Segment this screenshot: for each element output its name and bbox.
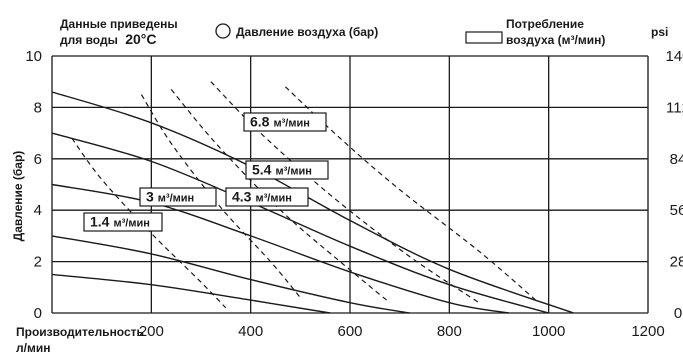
y-axis-label: Давление (бар) bbox=[11, 151, 25, 242]
x-axis-label-line-2: л/мин bbox=[16, 341, 50, 355]
consumption-label-box bbox=[225, 187, 309, 207]
x-axis-label-line-1: Производительность bbox=[16, 325, 144, 339]
consumption-legend-label-1: Потребление bbox=[506, 17, 584, 31]
consumption-curve bbox=[140, 94, 301, 298]
psi-tick-label: 140 bbox=[665, 48, 683, 65]
y-tick-label: 2 bbox=[34, 254, 42, 271]
tick-layer: 0 2 4 6 8 10 0 28 56 84 112 140 200 400 600 800 1000 1200 bbox=[25, 48, 683, 340]
pressure-curve bbox=[51, 132, 549, 314]
x-tick-label: 600 bbox=[337, 323, 362, 340]
consumption-label-box bbox=[83, 212, 163, 232]
consumption-label: 6.8 м³/мин bbox=[250, 114, 310, 130]
note-line-2: для воды 20°C bbox=[60, 31, 156, 47]
psi-tick-label: 56 bbox=[670, 202, 683, 219]
consumption-legend-label-2: воздуха (м³/мин) bbox=[506, 33, 605, 47]
y-tick-label: 0 bbox=[34, 305, 42, 322]
consumption-legend-icon bbox=[465, 31, 503, 44]
y-tick-label: 10 bbox=[25, 48, 42, 65]
pressure-legend-label: Давление воздуха (бар) bbox=[236, 25, 378, 39]
note-line-2-prefix: для воды bbox=[60, 33, 118, 47]
consumption-label: 3 м³/мин bbox=[146, 189, 194, 205]
psi-tick-label: 84 bbox=[670, 151, 683, 168]
psi-unit-label: psi bbox=[651, 25, 668, 39]
y-tick-label: 8 bbox=[34, 99, 42, 116]
x-tick-label: 200 bbox=[139, 323, 164, 340]
pressure-legend-icon bbox=[215, 23, 231, 39]
x-tick-label: 1200 bbox=[631, 323, 664, 340]
consumption-curve bbox=[210, 81, 480, 304]
consumption-label: 1.4 м³/мин bbox=[90, 214, 150, 230]
x-tick-label: 1000 bbox=[532, 323, 565, 340]
consumption-label-box bbox=[139, 187, 217, 207]
consumption-curve bbox=[170, 89, 391, 304]
note-temperature: 20°C bbox=[125, 31, 156, 47]
consumption-labels: 6.8 м³/мин 5.4 м³/мин 4.3 м³/мин 3 м³/мин 1.4 м³/… bbox=[83, 112, 329, 232]
consumption-label: 5.4 м³/мин bbox=[252, 162, 312, 178]
consumption-label-box bbox=[243, 112, 327, 132]
note-line-1: Данные приведены bbox=[60, 17, 178, 31]
grid-layer bbox=[51, 55, 649, 314]
psi-tick-label: 0 bbox=[674, 305, 682, 322]
y-tick-label: 4 bbox=[34, 202, 42, 219]
pressure-curve bbox=[51, 273, 331, 314]
x-tick-label: 800 bbox=[437, 323, 462, 340]
pressure-curve bbox=[51, 235, 410, 314]
pressure-curve bbox=[51, 183, 510, 314]
consumption-curve bbox=[284, 86, 540, 304]
consumption-curves bbox=[71, 81, 540, 309]
x-tick-label: 400 bbox=[238, 323, 263, 340]
consumption-label-box bbox=[245, 160, 329, 180]
psi-tick-label: 112 bbox=[666, 99, 683, 116]
consumption-label: 4.3 м³/мин bbox=[232, 189, 292, 205]
psi-tick-label: 28 bbox=[670, 254, 683, 271]
y-tick-label: 6 bbox=[34, 151, 42, 168]
